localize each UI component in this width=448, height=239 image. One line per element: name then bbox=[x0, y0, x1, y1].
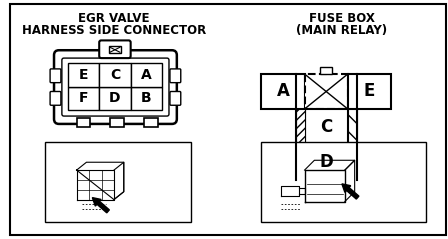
Text: D: D bbox=[109, 91, 121, 105]
Text: EGR VALVE: EGR VALVE bbox=[78, 12, 150, 25]
Bar bbox=[296, 145, 305, 180]
FancyBboxPatch shape bbox=[50, 92, 61, 105]
Bar bbox=[68, 63, 99, 87]
Text: D: D bbox=[319, 153, 333, 171]
FancyBboxPatch shape bbox=[54, 50, 177, 124]
Text: FUSE BOX: FUSE BOX bbox=[309, 12, 375, 25]
FancyBboxPatch shape bbox=[170, 92, 181, 105]
Text: B: B bbox=[141, 91, 152, 105]
Text: E: E bbox=[364, 82, 375, 100]
Text: C: C bbox=[110, 68, 120, 82]
FancyBboxPatch shape bbox=[170, 69, 181, 83]
Text: C: C bbox=[320, 118, 332, 136]
FancyBboxPatch shape bbox=[62, 58, 169, 116]
Bar bbox=[110, 118, 124, 127]
Text: (MAIN RELAY): (MAIN RELAY) bbox=[296, 24, 388, 37]
Bar bbox=[131, 63, 162, 87]
Bar bbox=[320, 180, 332, 187]
Bar bbox=[144, 118, 158, 127]
Bar bbox=[45, 141, 190, 222]
Text: A: A bbox=[141, 68, 152, 82]
Bar bbox=[305, 74, 348, 109]
FancyBboxPatch shape bbox=[50, 69, 61, 83]
Bar bbox=[99, 63, 131, 87]
Bar bbox=[99, 87, 131, 110]
Bar bbox=[348, 74, 391, 109]
Bar bbox=[320, 67, 332, 74]
Bar bbox=[348, 180, 357, 215]
Bar bbox=[261, 74, 305, 109]
FancyArrow shape bbox=[342, 184, 359, 199]
Bar bbox=[296, 180, 305, 215]
Bar bbox=[109, 46, 121, 53]
Text: F: F bbox=[79, 91, 88, 105]
Bar bbox=[348, 145, 357, 180]
Bar bbox=[131, 87, 162, 110]
Text: E: E bbox=[79, 68, 88, 82]
Bar bbox=[305, 109, 348, 145]
FancyArrow shape bbox=[92, 198, 109, 213]
Text: A: A bbox=[276, 82, 289, 100]
Text: HARNESS SIDE CONNECTOR: HARNESS SIDE CONNECTOR bbox=[22, 24, 206, 37]
Bar bbox=[296, 109, 305, 145]
Bar bbox=[68, 87, 99, 110]
FancyBboxPatch shape bbox=[99, 40, 131, 58]
Bar bbox=[77, 118, 90, 127]
Bar bbox=[261, 141, 426, 222]
Bar bbox=[348, 109, 357, 145]
Bar bbox=[305, 145, 348, 180]
